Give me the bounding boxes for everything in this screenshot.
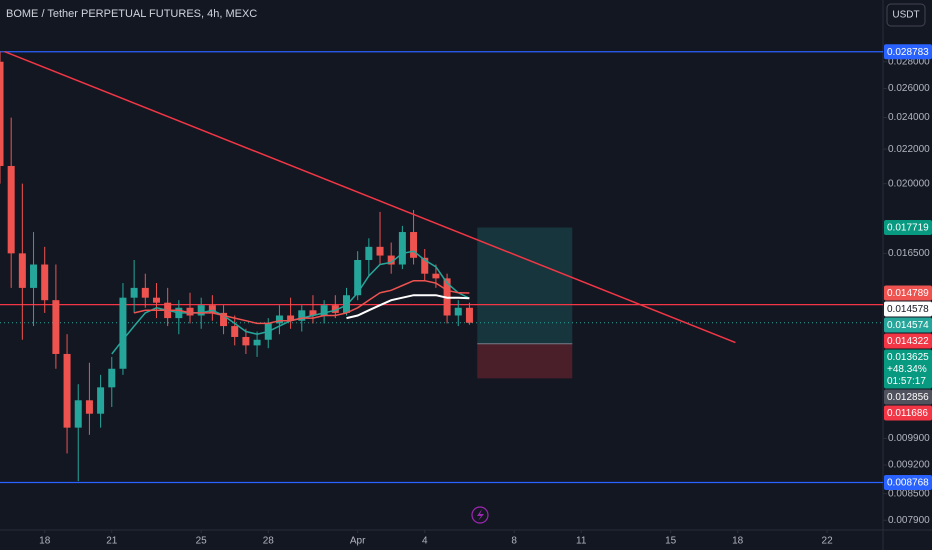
price-label-box [884,220,932,236]
chart-title: BOME / Tether PERPETUAL FUTURES, 4h, MEX… [6,8,257,20]
candle-body [97,387,105,414]
candle-body [465,307,473,323]
candle-body [85,400,93,414]
trendline [4,50,736,344]
candle-body [18,253,26,288]
candle-body [454,307,462,316]
y-tick-label: 0.022000 [888,144,930,155]
price-label: 0.008768 [887,478,929,489]
position-profit [477,227,573,344]
y-tick-label: 0.007900 [888,515,930,526]
candle-body [342,295,350,313]
price-label-box [884,285,932,301]
x-tick-label: 28 [263,536,275,547]
price-label: 0.017719 [887,223,929,234]
plot-area [0,50,883,484]
x-tick-label: 4 [422,536,428,547]
price-label-box [884,44,932,60]
price-label-box [884,301,932,317]
replay-bolt[interactable] [477,509,484,521]
candle-body [410,232,418,258]
price-label: 0.014322 [887,336,929,347]
candle-body [186,307,194,316]
y-tick-label: 0.009900 [888,433,930,444]
price-label: 0.011686 [887,408,928,419]
x-tick-label: 18 [732,536,744,547]
candle-body [141,287,149,298]
candle-body [108,368,116,388]
candle-body [52,300,60,354]
price-label-box [884,474,932,490]
x-tick-label: 15 [665,536,677,547]
price-label: 0.014578 [887,304,929,315]
price-label: 01:57:17 [887,376,926,387]
x-tick-label: Apr [350,536,366,547]
y-tick-label: 0.024000 [888,112,930,123]
price-label: +48.34% [887,364,927,375]
candle-body [421,257,429,274]
y-tick-label: 0.026000 [888,83,930,94]
candle-body [320,305,328,316]
candle-body [41,264,49,301]
candle-body [152,297,160,303]
x-tick-label: 8 [511,536,517,547]
moving-average [133,279,470,325]
y-tick-label: 0.020000 [888,178,930,189]
candle-body [30,264,38,288]
y-tick-label: 0.008500 [888,488,930,499]
candle-body [287,315,295,321]
candle-body [197,305,205,316]
candle-body [231,326,239,337]
price-label: 0.014789 [887,288,929,299]
candle-body [119,297,127,369]
y-tick-label: 0.016500 [888,248,930,259]
candle-body [354,260,362,296]
candle-body [220,312,228,327]
candle-body [398,232,406,265]
x-tick-label: 11 [576,536,587,547]
candle-body [275,315,283,324]
moving-average [346,294,470,320]
price-label-box [884,405,932,421]
candle-body [376,246,384,256]
candle-body [130,287,138,298]
candle-body [0,61,4,166]
price-label-box [884,333,932,349]
candle-body [253,339,261,346]
candle-body [432,273,440,279]
price-label: 0.028783 [887,47,929,58]
price-label-box [884,317,932,333]
y-tick-label: 0.009200 [888,460,930,471]
x-tick-label: 22 [822,536,834,547]
x-tick-label: 21 [106,536,118,547]
candle-body [309,310,317,316]
candle-body [387,255,395,265]
candle-body [298,310,306,321]
replay-icon[interactable] [471,506,489,524]
price-label: 0.014574 [887,320,929,331]
candle-body [242,336,250,346]
price-label-box [884,389,932,405]
y-tick-label: 0.028000 [888,56,930,67]
candle-body [63,353,71,428]
currency-label[interactable]: USDT [892,10,919,21]
candle-body [74,400,82,428]
x-tick-label: 25 [196,536,208,547]
candle-body [331,305,339,313]
currency-button[interactable] [886,3,926,27]
price-label-box [884,349,932,389]
candle-body [208,305,216,313]
price-label: 0.013625 [887,352,929,363]
candle-body [7,165,15,254]
x-tick-label: 18 [39,536,51,547]
position-loss [477,343,573,379]
price-label: 0.012856 [887,392,929,403]
candle-body [365,246,373,261]
